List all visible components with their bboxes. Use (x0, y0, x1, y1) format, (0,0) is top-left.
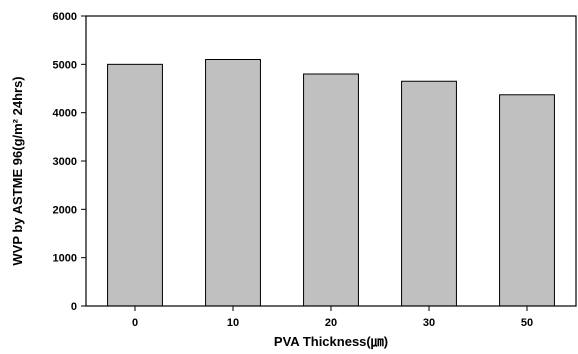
plot-frame (85, 15, 577, 307)
y-axis-title: WVP by ASTME 96(g/m² 24hrs) (10, 76, 25, 265)
x-tick-label: 10 (227, 317, 239, 329)
y-tick-label: 1000 (53, 253, 77, 265)
bars-group (107, 59, 555, 307)
bar-30 (401, 80, 457, 307)
y-tick-label: 0 (71, 301, 77, 313)
bar-0 (107, 63, 163, 307)
bar-50 (499, 94, 555, 307)
bar-10 (205, 59, 261, 307)
x-axis-title: PVA Thickness(㎛) (274, 334, 388, 350)
y-tick-label: 3000 (53, 156, 77, 168)
bar-20 (303, 73, 359, 307)
y-tick-label: 4000 (53, 108, 77, 120)
y-axis-ticks: 0 1000 2000 3000 4000 5000 6000 (53, 11, 86, 313)
x-axis-ticks: 0 10 20 30 50 (132, 306, 533, 329)
y-tick-label: 5000 (53, 59, 77, 71)
x-tick-label: 30 (423, 317, 435, 329)
x-tick-label: 20 (325, 317, 337, 329)
y-tick-label: 2000 (53, 204, 77, 216)
y-tick-label: 6000 (53, 11, 77, 23)
x-tick-label: 50 (521, 317, 533, 329)
x-tick-label: 0 (132, 317, 138, 329)
